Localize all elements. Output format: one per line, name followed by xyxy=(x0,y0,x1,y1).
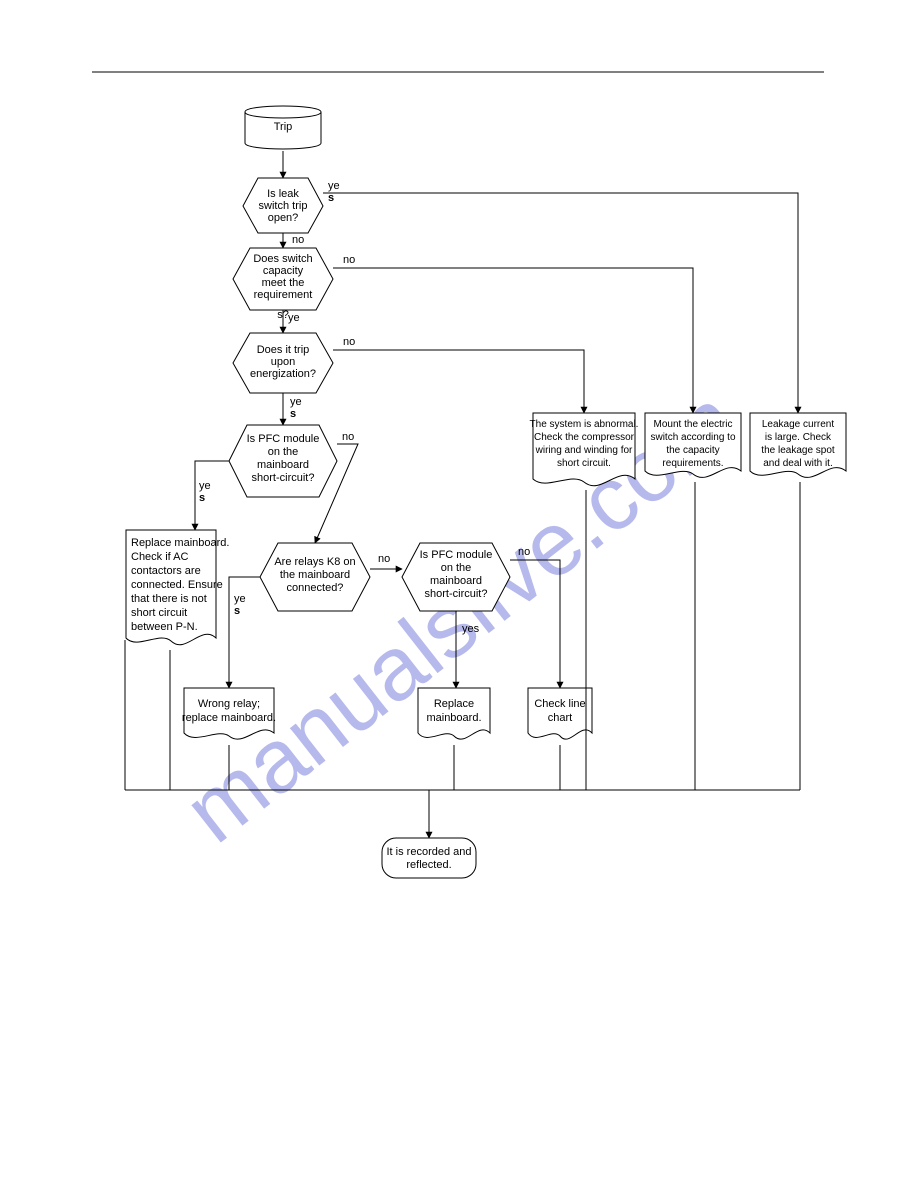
svg-text:between P-N.: between P-N. xyxy=(131,621,198,633)
svg-text:contactors are: contactors are xyxy=(131,565,201,577)
node-a1: Replace mainboard. Check if AC contactor… xyxy=(126,530,229,645)
label-d4-yes-b: s xyxy=(199,492,205,504)
svg-text:short circuit: short circuit xyxy=(131,607,187,619)
svg-text:Check if AC: Check if AC xyxy=(131,551,189,563)
svg-text:Check line: Check line xyxy=(534,698,585,710)
node-d3: Does it trip upon energization? xyxy=(233,333,333,393)
node-d1: Is leak switch trip open? xyxy=(243,178,323,233)
node-d2: Does switch capacity meet the requiremen… xyxy=(233,248,333,310)
svg-text:the mainboard: the mainboard xyxy=(280,569,350,581)
node-start: Trip xyxy=(245,106,321,149)
svg-text:Does it trip: Does it trip xyxy=(257,344,310,356)
node-end: It is recorded and reflected. xyxy=(382,838,476,878)
node-a7: Leakage current is large. Check the leak… xyxy=(750,413,846,477)
label-d2-yes-a: ye xyxy=(288,312,300,324)
label-d5-yes-b: s xyxy=(234,605,240,617)
label-d6-no: no xyxy=(518,546,530,558)
edge-d1-a7 xyxy=(323,193,798,413)
label-d1-yes-b: s xyxy=(328,192,334,204)
node-a5: The system is abnormal. Check the compre… xyxy=(530,413,639,486)
svg-text:reflected.: reflected. xyxy=(406,859,451,871)
svg-text:replace mainboard.: replace mainboard. xyxy=(182,712,276,724)
svg-text:on the: on the xyxy=(441,562,472,574)
svg-text:is large. Check: is large. Check xyxy=(765,432,832,443)
svg-text:Check the compressor: Check the compressor xyxy=(534,432,635,443)
label-d5-no: no xyxy=(378,553,390,565)
svg-text:mainboard.: mainboard. xyxy=(426,712,481,724)
label-d5-yes-a: ye xyxy=(234,593,246,605)
node-a6: Mount the electric switch according to t… xyxy=(645,413,741,477)
svg-text:requirements.: requirements. xyxy=(662,458,723,469)
svg-text:Wrong relay;: Wrong relay; xyxy=(198,698,260,710)
svg-text:connected?: connected? xyxy=(287,582,344,594)
svg-text:Replace: Replace xyxy=(434,698,474,710)
svg-text:switch according to: switch according to xyxy=(650,432,735,443)
svg-text:Mount the electric: Mount the electric xyxy=(654,419,733,430)
label-d6-yes: yes xyxy=(462,623,480,635)
edge-d3-a5 xyxy=(333,350,584,413)
edge-d2-a6 xyxy=(333,268,693,413)
label-d1-yes-a: ye xyxy=(328,180,340,192)
node-d5: Are relays K8 on the mainboard connected… xyxy=(260,543,370,611)
svg-text:Is PFC module: Is PFC module xyxy=(247,433,320,445)
svg-text:requirement: requirement xyxy=(254,289,313,301)
node-d4: Is PFC module on the mainboard short-cir… xyxy=(229,425,337,497)
svg-text:upon: upon xyxy=(271,356,295,368)
svg-text:and deal with it.: and deal with it. xyxy=(763,458,833,469)
svg-text:It is recorded and: It is recorded and xyxy=(387,846,472,858)
svg-text:chart: chart xyxy=(548,712,572,724)
start-label: Trip xyxy=(274,121,293,133)
label-d4-yes-a: ye xyxy=(199,480,211,492)
label-d3-yes-b: s xyxy=(290,408,296,420)
svg-text:Are relays K8 on: Are relays K8 on xyxy=(274,556,355,568)
svg-text:that there is not: that there is not xyxy=(131,593,207,605)
svg-text:Leakage current: Leakage current xyxy=(762,419,834,430)
svg-text:meet the: meet the xyxy=(262,277,305,289)
svg-text:switch trip: switch trip xyxy=(259,200,308,212)
node-d6: Is PFC module on the mainboard short-cir… xyxy=(402,543,510,611)
svg-text:mainboard: mainboard xyxy=(257,459,309,471)
svg-text:short-circuit?: short-circuit? xyxy=(425,588,488,600)
node-a3: Replace mainboard. xyxy=(418,688,490,739)
svg-text:open?: open? xyxy=(268,212,299,224)
svg-text:the capacity: the capacity xyxy=(666,445,719,456)
label-d4-no: no xyxy=(342,431,354,443)
svg-text:Is PFC module: Is PFC module xyxy=(420,549,493,561)
svg-text:the leakage spot: the leakage spot xyxy=(761,445,835,456)
svg-text:short-circuit?: short-circuit? xyxy=(252,472,315,484)
svg-text:Is leak: Is leak xyxy=(267,188,299,200)
svg-text:connected. Ensure: connected. Ensure xyxy=(131,579,223,591)
svg-text:Replace mainboard.: Replace mainboard. xyxy=(131,537,229,549)
node-a4: Check line chart xyxy=(528,688,592,739)
svg-text:capacity: capacity xyxy=(263,265,304,277)
svg-text:energization?: energization? xyxy=(250,368,316,380)
svg-text:on the: on the xyxy=(268,446,299,458)
svg-text:Does switch: Does switch xyxy=(253,253,312,265)
label-d2-no: no xyxy=(343,254,355,266)
svg-text:wiring and winding for: wiring and winding for xyxy=(535,445,633,456)
label-d3-yes-a: ye xyxy=(290,396,302,408)
svg-text:short circuit.: short circuit. xyxy=(557,458,611,469)
label-d3-no: no xyxy=(343,336,355,348)
svg-text:mainboard: mainboard xyxy=(430,575,482,587)
label-d1-no: no xyxy=(292,234,304,246)
svg-text:The system is abnormal.: The system is abnormal. xyxy=(530,419,639,430)
